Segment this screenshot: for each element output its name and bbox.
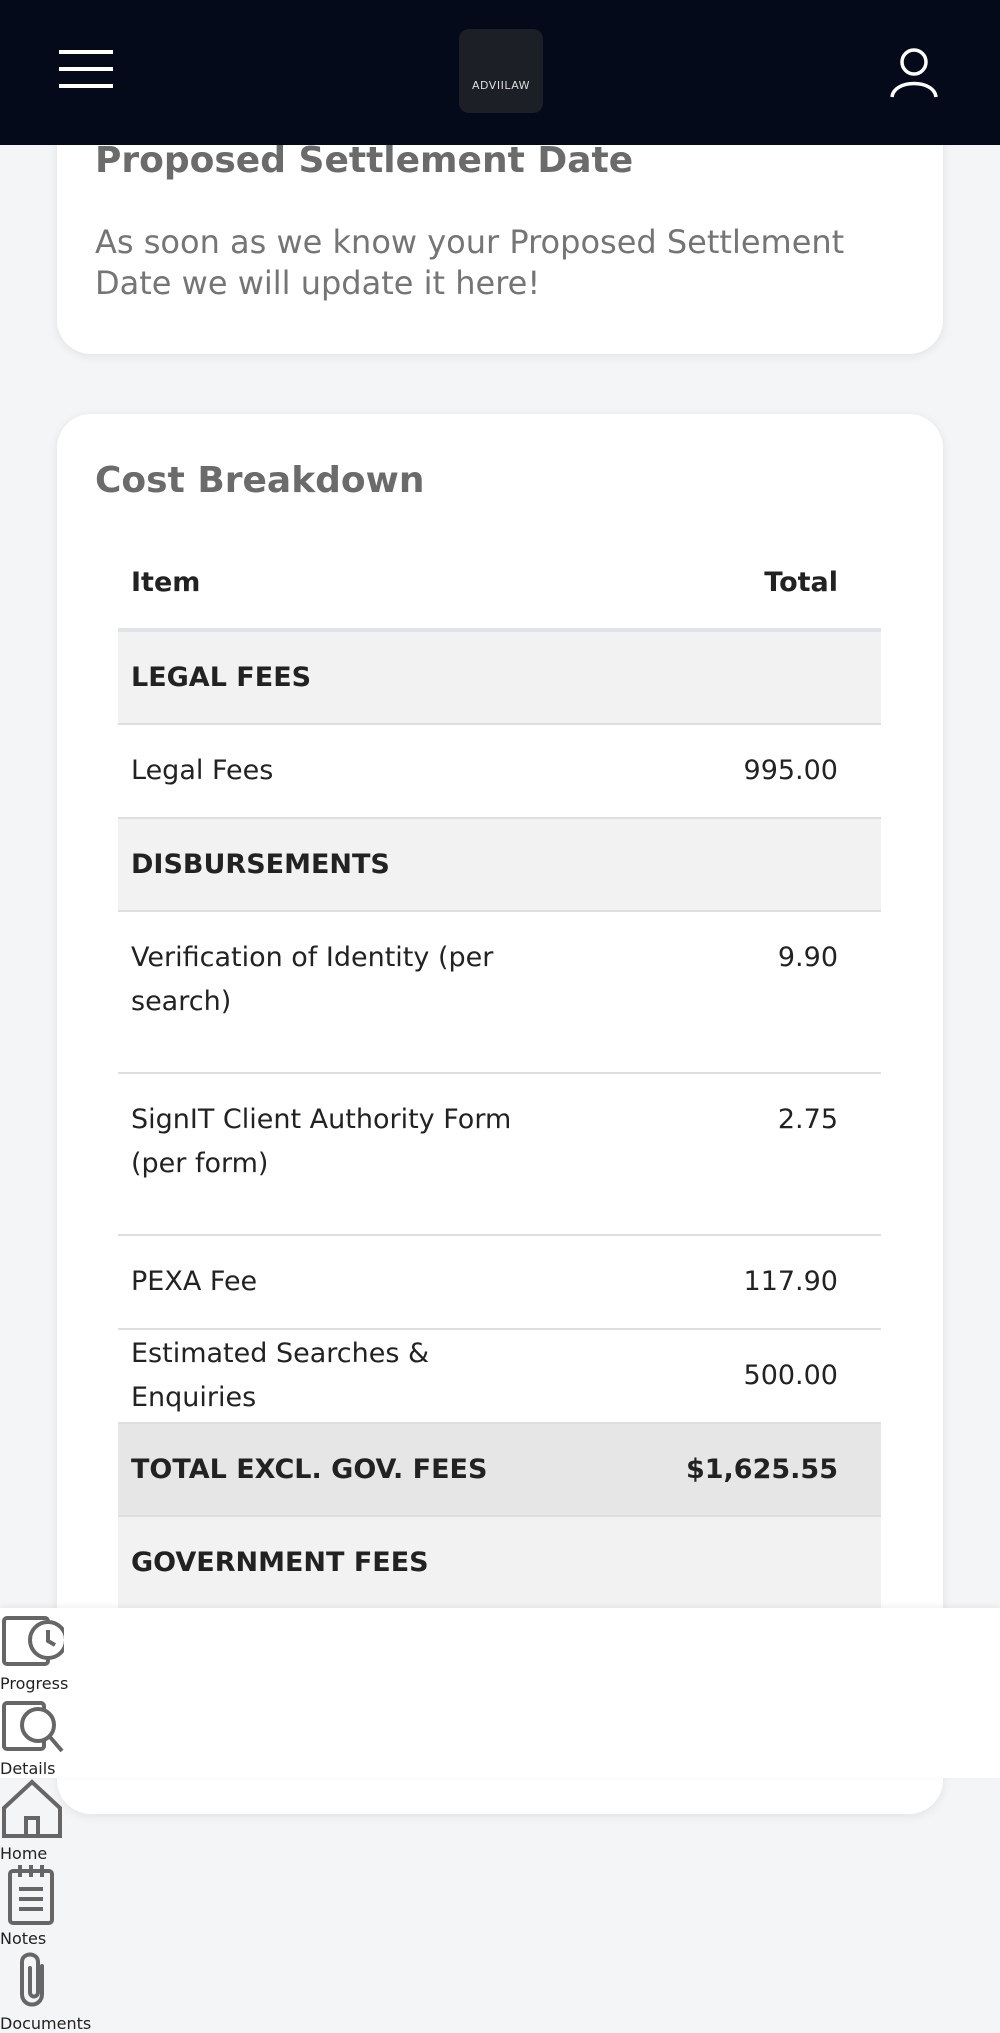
- total-label: TOTAL EXCL. GOV. FEES: [118, 1423, 673, 1517]
- item-label: SignIT Client Authority Form (per form): [118, 1073, 673, 1236]
- total-value: $1,625.55: [672, 1423, 881, 1517]
- section-row: GOVERNMENT FEES: [118, 1516, 881, 1610]
- nav-item[interactable]: Home: [0, 1778, 1000, 1863]
- nav-item[interactable]: Notes: [0, 1863, 1000, 1948]
- section-label: GOVERNMENT FEES: [118, 1516, 881, 1610]
- item-total: 500.00: [672, 1329, 881, 1424]
- nav-item[interactable]: Details: [0, 1693, 1000, 1778]
- column-header: Item: [118, 536, 673, 632]
- section-row: DISBURSEMENTS: [118, 818, 881, 912]
- bottom-nav: Progress Details Home Notes Documents: [0, 1608, 1000, 2033]
- nav-icon: [2, 1616, 68, 1666]
- nav-icon: [8, 1865, 54, 1925]
- column-header: Total: [672, 536, 881, 632]
- cost-card: Cost Breakdown Item Total LEGAL FEES Legal …: [57, 414, 943, 1814]
- nav-label: Documents: [0, 2014, 92, 2033]
- cost-row: SignIT Client Authority Form (per form) 2…: [118, 1073, 881, 1236]
- item-label: PEXA Fee: [118, 1235, 673, 1330]
- cost-row: Estimated Searches & Enquiries 500.00: [118, 1329, 881, 1424]
- card-title: Cost Breakdown: [95, 460, 425, 501]
- item-label: Legal Fees: [118, 724, 673, 819]
- logo[interactable]: ADVIILAW: [459, 29, 543, 113]
- header-row: Item Total: [118, 536, 881, 632]
- nav-label: Details: [0, 1759, 56, 1778]
- section-row: LEGAL FEES: [118, 630, 881, 725]
- section-label: LEGAL FEES: [118, 630, 881, 725]
- nav-label: Notes: [0, 1929, 47, 1948]
- cost-row: Verification of Identity (per search) 9.9…: [118, 911, 881, 1074]
- nav-icon: [2, 1701, 64, 1753]
- nav-label: Home: [0, 1844, 48, 1863]
- nav-item[interactable]: Progress: [0, 1608, 1000, 1693]
- item-label: Verification of Identity (per search): [118, 911, 673, 1074]
- card-title: Proposed Settlement Date: [95, 140, 634, 181]
- nav-label: Progress: [0, 1674, 69, 1693]
- card-text: As soon as we know your Proposed Settlem…: [95, 223, 845, 302]
- item-total: 9.90: [672, 911, 881, 1074]
- item-total: 117.90: [672, 1235, 881, 1330]
- cost-table: Item Total LEGAL FEES Legal Fees 995.00 DISBU…: [118, 536, 881, 1610]
- item-total: 995.00: [672, 724, 881, 819]
- top-bar: ADVIILAW: [0, 0, 1000, 145]
- item-label: Estimated Searches & Enquiries: [118, 1329, 673, 1424]
- menu-button[interactable]: [59, 50, 113, 88]
- profile-button[interactable]: [890, 47, 938, 99]
- nav-icon: [2, 1779, 62, 1838]
- section-label: DISBURSEMENTS: [118, 818, 881, 912]
- nav-icon: [20, 1952, 44, 2007]
- cost-row: Legal Fees 995.00: [118, 724, 881, 819]
- total-row: TOTAL EXCL. GOV. FEES $1,625.55: [118, 1423, 881, 1517]
- item-total: 2.75: [672, 1073, 881, 1236]
- nav-item[interactable]: Documents: [0, 1948, 1000, 2033]
- cost-row: PEXA Fee 117.90: [118, 1235, 881, 1330]
